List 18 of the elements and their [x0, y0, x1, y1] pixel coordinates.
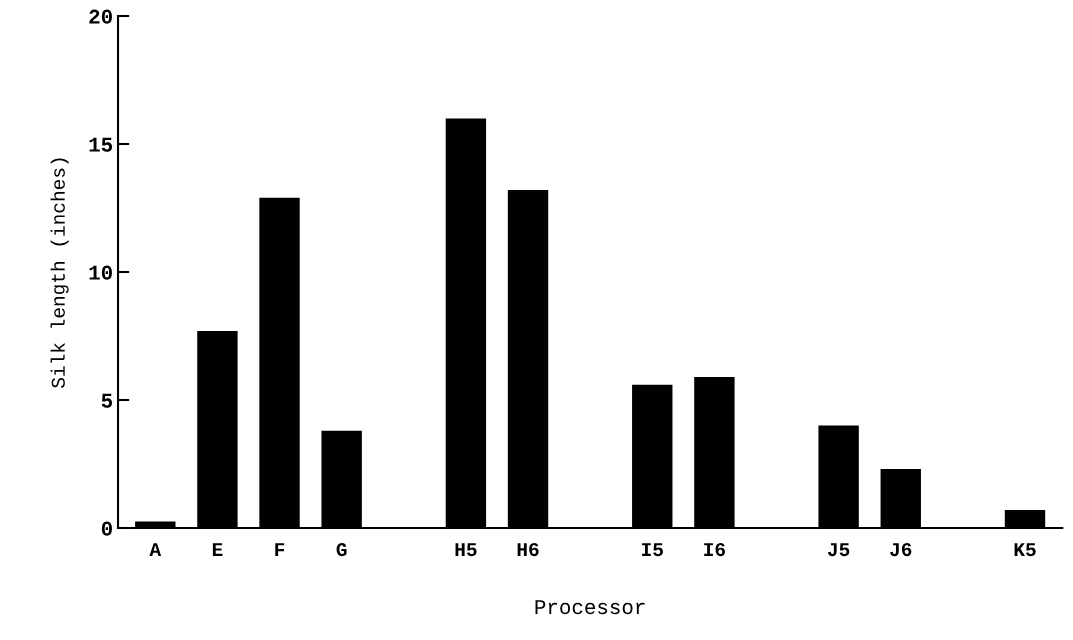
y-tick-label: 20	[89, 9, 112, 24]
x-tick-label: I5	[642, 543, 663, 557]
y-tick-label: 15	[89, 137, 113, 152]
x-tick-label: H6	[517, 542, 539, 557]
x-tick-label: H5	[455, 543, 477, 557]
x-axis-title: Processor	[535, 600, 645, 615]
y-tick-label: 5	[101, 393, 113, 408]
x-tick-label: K5	[1014, 543, 1036, 557]
y-axis-title: Silk length (inches)	[50, 158, 69, 388]
x-tick-label: J6	[890, 542, 912, 557]
x-tick-label: J5	[827, 543, 850, 557]
x-tick-label: G	[336, 542, 347, 557]
x-tick-label: E	[212, 543, 223, 556]
x-tick-label: I6	[704, 542, 725, 557]
x-tick-label: A	[149, 543, 162, 556]
y-tick-label: 10	[89, 265, 112, 280]
y-tick-label: 0	[101, 521, 112, 536]
x-tick-label: F	[275, 543, 285, 556]
